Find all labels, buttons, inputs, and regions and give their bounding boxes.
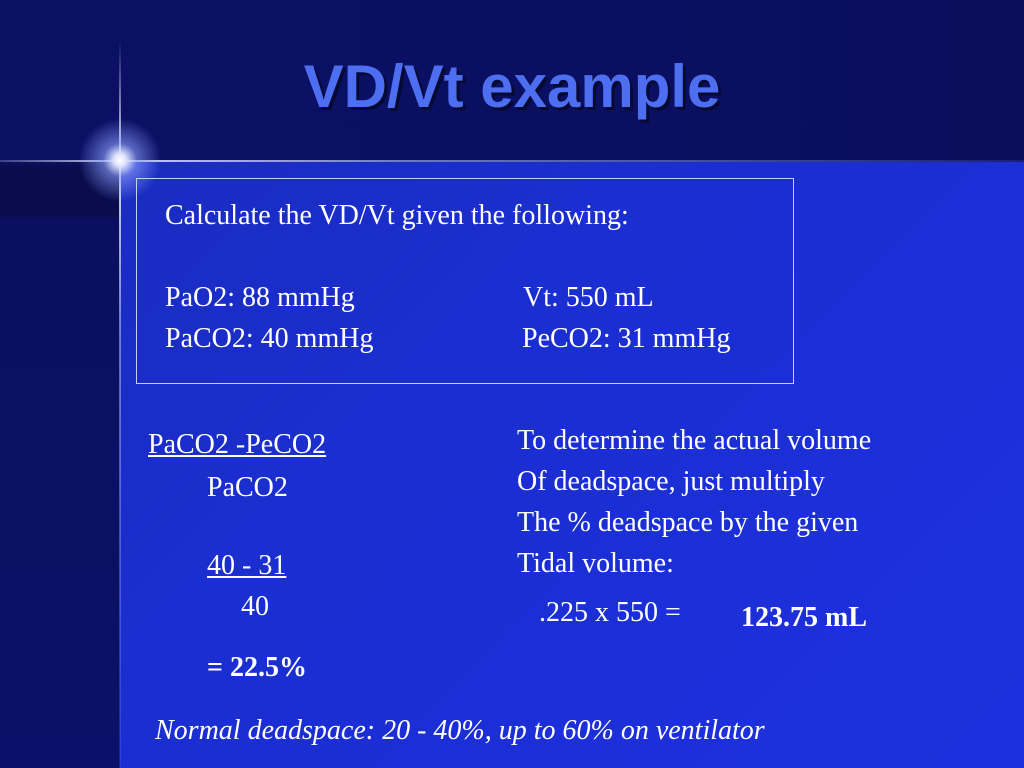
- footer-note: Normal deadspace: 20 - 40%, up to 60% on…: [155, 715, 765, 746]
- vt-value: Vt: 550 mL: [523, 282, 654, 313]
- slide-title: VD/Vt example: [303, 53, 721, 120]
- explanation-line-1: To determine the actual volume: [517, 425, 872, 456]
- paco2-value: PaCO2: 40 mmHg: [165, 323, 374, 354]
- peco2-value: PeCO2: 31 mmHg: [522, 323, 731, 354]
- formula-sub-denominator: 40: [241, 591, 269, 622]
- pao2-value: PaO2: 88 mmHg: [165, 282, 355, 313]
- background-main: [120, 162, 1024, 768]
- formula-numerator: PaCO2 -PeCO2: [148, 429, 327, 460]
- formula-denominator: PaCO2: [207, 472, 288, 503]
- light-flare-icon: [78, 118, 162, 202]
- explanation-line-3: The % deadspace by the given: [517, 507, 859, 538]
- problem-box: [136, 178, 794, 384]
- formula-sub-numerator: 40 - 31: [207, 550, 287, 581]
- background-top: [0, 0, 1024, 162]
- vertical-light-line: [119, 40, 121, 768]
- formula-result: = 22.5%: [207, 652, 307, 683]
- background-left: [0, 162, 120, 768]
- explanation-line-4: Tidal volume:: [517, 548, 674, 579]
- problem-prompt: Calculate the VD/Vt given the following:: [165, 200, 629, 231]
- explanation-calc: .225 x 550 =: [539, 597, 681, 628]
- horizontal-light-line: [0, 160, 1024, 162]
- explanation-line-2: Of deadspace, just multiply: [517, 466, 825, 497]
- explanation-answer: 123.75 mL: [741, 602, 867, 633]
